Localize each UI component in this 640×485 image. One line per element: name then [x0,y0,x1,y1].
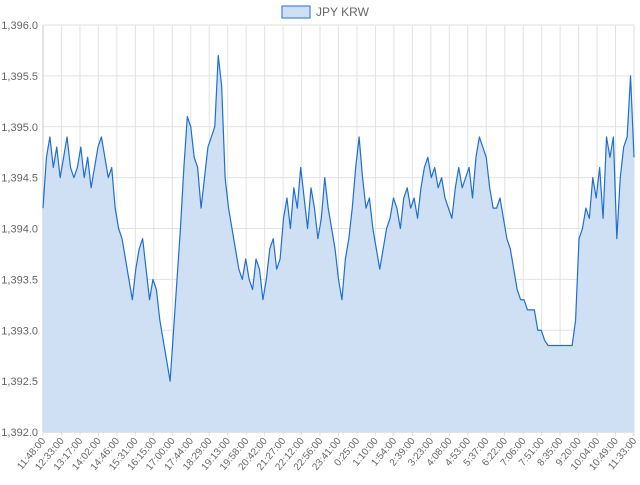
x-axis: 11:48:0012:33:0013:17:0014:02:0014:46:00… [15,436,639,473]
legend[interactable]: JPY KRW [281,5,370,19]
y-tick-label: 1,395.0 [1,122,38,134]
y-tick-label: 1,394.0 [1,224,38,236]
legend-label: JPY KRW [316,5,370,19]
series-area-fill [43,55,634,433]
series-line[interactable] [42,54,635,382]
y-tick-label: 1,394.5 [1,173,38,185]
y-tick-label: 1,392.0 [1,427,38,439]
y-tick-label: 1,393.5 [1,274,38,286]
y-tick-label: 1,396.0 [1,20,38,32]
y-tick-label: 1,393.0 [1,325,38,337]
y-axis: 1,392.0 1,392.5 1,393.0 1,393.5 1,394.0 1,394… [1,20,38,439]
legend-swatch [281,5,311,19]
y-tick-label: 1,395.5 [1,71,38,83]
y-tick-label: 1,392.5 [1,376,38,388]
